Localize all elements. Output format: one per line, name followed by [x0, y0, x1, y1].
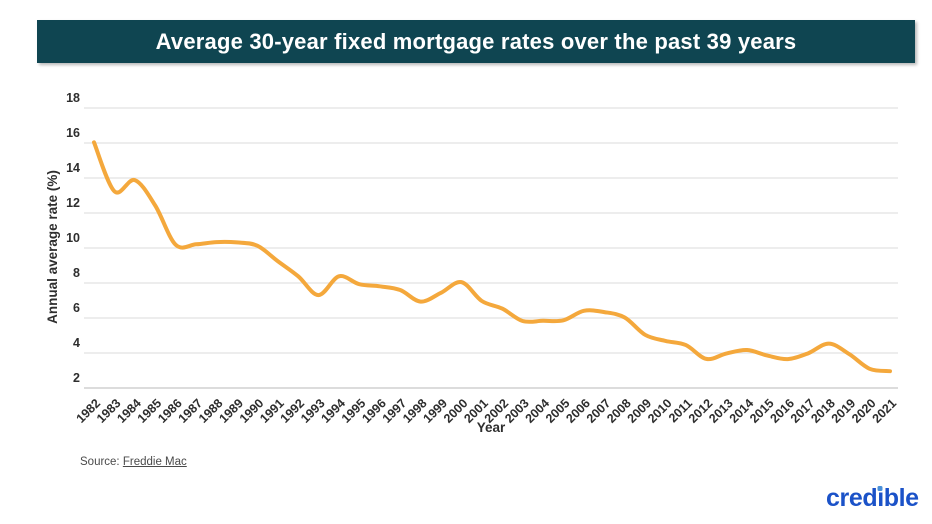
credible-logo: credıble [826, 484, 919, 512]
y-tick-label: 4 [73, 336, 80, 350]
y-axis-title: Annual average rate (%) [45, 170, 60, 324]
logo-text-suffix: ble [883, 484, 919, 512]
logo-letter-i: ı [877, 484, 884, 512]
source-link[interactable]: Freddie Mac [122, 456, 187, 468]
y-tick-label: 8 [73, 266, 80, 280]
y-tick-label: 16 [66, 126, 80, 140]
y-tick-label: 14 [66, 161, 80, 175]
chart-title-banner: Average 30-year fixed mortgage rates ove… [37, 20, 915, 63]
y-tick-label: 12 [66, 196, 80, 210]
rate-line [92, 140, 892, 374]
y-tick-label: 10 [66, 231, 80, 245]
y-tick-label: 18 [66, 91, 80, 105]
logo-text-prefix: cred [826, 484, 878, 512]
source-attribution: Source: Freddie Mac [80, 456, 187, 468]
y-tick-label: 2 [73, 371, 80, 385]
x-tick-label: 2021 [870, 396, 900, 426]
x-axis-title: Year [477, 420, 506, 435]
y-tick-label: 6 [73, 301, 80, 315]
source-label: Source: [80, 456, 120, 468]
chart-title: Average 30-year fixed mortgage rates ove… [155, 28, 797, 54]
